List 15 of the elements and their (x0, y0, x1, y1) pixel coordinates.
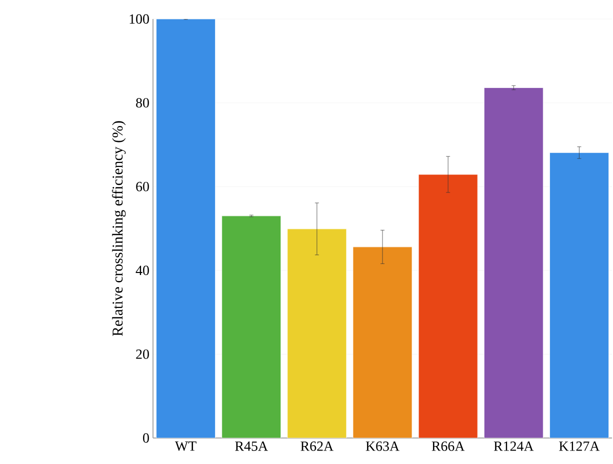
x-tick-label: R62A (300, 442, 334, 451)
x-tick-label: K127A (559, 442, 600, 451)
y-tick-label: 80 (136, 98, 149, 108)
x-tick-label: R45A (235, 442, 268, 451)
y-tick-label: 0 (143, 433, 149, 443)
y-tick-label: 40 (136, 266, 149, 276)
x-tick-label: K63A (366, 442, 400, 451)
y-tick-label: 20 (136, 349, 149, 359)
x-tick-label: R124A (494, 442, 534, 451)
y-tick-label: 100 (130, 14, 149, 24)
x-tick-label: R66A (432, 442, 465, 451)
y-tick-label: 60 (136, 182, 149, 192)
y-axis-title: Relative crosslinking efficiency (%) (112, 121, 126, 336)
x-tick-label: WT (174, 442, 196, 451)
bar (156, 18, 216, 438)
